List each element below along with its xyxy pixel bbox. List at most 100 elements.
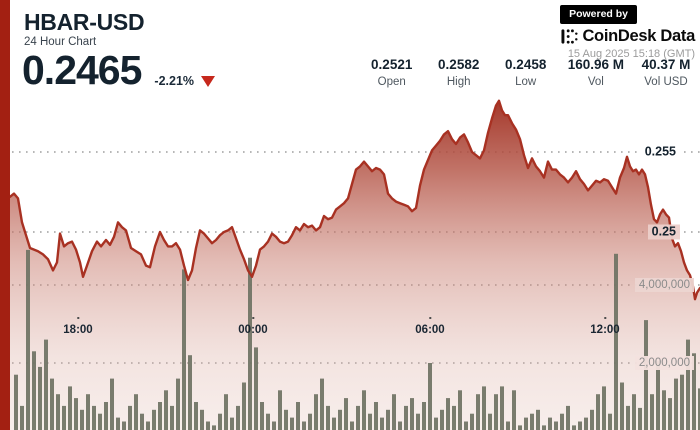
volume-bar [500, 386, 504, 430]
volume-bar [20, 405, 24, 430]
volume-bar [650, 394, 654, 430]
volume-bar [542, 425, 546, 430]
volume-bar [572, 425, 576, 430]
x-axis-label: 06:00 [415, 324, 445, 336]
stat-low-value: 0.2458 [505, 57, 547, 72]
volume-bar [230, 417, 234, 430]
volume-bar [188, 355, 192, 430]
volume-bar [278, 390, 282, 430]
volume-bar [536, 409, 540, 430]
x-axis-tick-1800: 18:00 [63, 317, 93, 336]
powered-by-badge[interactable]: Powered by [560, 5, 637, 24]
stat-open: 0.2521 Open [367, 57, 417, 88]
tick-dot [251, 317, 254, 319]
volume-bar [680, 374, 684, 430]
volume-bar [314, 394, 318, 430]
price-line [8, 99, 700, 301]
volume-bar [38, 366, 42, 430]
volume-bar [404, 405, 408, 430]
volume-bar [632, 394, 636, 430]
price-change-wrap: -2.21% [154, 74, 216, 88]
volume-bar [194, 402, 198, 430]
volume-bar [428, 363, 432, 430]
volume-bar [518, 425, 522, 430]
x-axis-label: 12:00 [590, 324, 620, 336]
volume-bar [50, 378, 54, 430]
x-axis-tick-0000: 00:00 [238, 317, 268, 336]
volume-bar [116, 417, 120, 430]
volume-bar [614, 253, 618, 430]
volume-bar [140, 413, 144, 430]
coindesk-data-wordmark: CoinDesk Data [582, 27, 695, 45]
volume-bar [494, 394, 498, 430]
volume-bar [248, 257, 252, 430]
volume-bar [512, 390, 516, 430]
current-price: 0.2465 [22, 47, 142, 93]
volume-bar [458, 390, 462, 430]
volume-bar [302, 421, 306, 430]
volume-bar [296, 402, 300, 430]
stat-high: 0.2582 High [434, 57, 484, 88]
volume-bar [452, 405, 456, 430]
volume-bar [98, 413, 102, 430]
volume-bar [68, 386, 72, 430]
volume-bar [374, 402, 378, 430]
volume-bar [356, 405, 360, 430]
volume-bar [80, 409, 84, 430]
volume-bar [638, 407, 642, 430]
volume-bar [464, 421, 468, 430]
volume-bar [620, 382, 624, 430]
volume-bar [158, 402, 162, 430]
volume-bar [686, 339, 690, 430]
volume-bar [506, 421, 510, 430]
volume-bar [368, 413, 372, 430]
volume-bar [44, 339, 48, 430]
volume-bar [392, 394, 396, 430]
volume-bar [554, 421, 558, 430]
volume-bar [212, 425, 216, 430]
volume-bar [608, 413, 612, 430]
volume-axis-label-4m: 4,000,000 [634, 278, 694, 292]
stat-low-label: Low [515, 76, 537, 88]
volume-bar [362, 390, 366, 430]
volume-bar [698, 388, 700, 430]
stat-vol: 160.96 M Vol [568, 57, 624, 88]
price-change-percent: -2.21% [154, 74, 195, 88]
volume-bar [218, 413, 222, 430]
x-axis-tick-1200: 12:00 [590, 317, 620, 336]
volume-bar [176, 378, 180, 430]
x-axis-label: 00:00 [238, 324, 268, 336]
volume-bar [200, 409, 204, 430]
volume-bar [62, 405, 66, 430]
volume-bar [92, 405, 96, 430]
volume-bar [398, 421, 402, 430]
volume-bar [134, 394, 138, 430]
volume-bar [338, 409, 342, 430]
stat-vol-usd-value: 40.37 M [641, 57, 691, 72]
ohlc-stats-row: 0.2521 Open 0.2582 High 0.2458 Low 160.9… [367, 57, 691, 88]
volume-bar [236, 405, 240, 430]
volume-bar [692, 353, 696, 430]
volume-bar [26, 249, 30, 430]
volume-bar [410, 398, 414, 430]
volume-bar [548, 417, 552, 430]
coindesk-mark-icon [561, 29, 578, 44]
volume-bar [386, 409, 390, 430]
volume-bar [164, 390, 168, 430]
volume-bar [332, 417, 336, 430]
volume-bar [122, 421, 126, 430]
x-axis-tick-0600: 06:00 [415, 317, 445, 336]
stat-vol-usd-label: Vol USD [644, 76, 688, 88]
volume-bar [272, 421, 276, 430]
volume-bar [380, 417, 384, 430]
volume-bar [578, 421, 582, 430]
price-axis-label-0255: 0.255 [640, 144, 680, 160]
price-axis-label-025: 0.25 [647, 224, 680, 240]
coindesk-data-link[interactable]: CoinDesk Data [561, 27, 695, 46]
tick-dot [76, 317, 79, 319]
down-triangle-icon [201, 75, 216, 87]
volume-bar [668, 398, 672, 430]
volume-bar [128, 405, 132, 430]
